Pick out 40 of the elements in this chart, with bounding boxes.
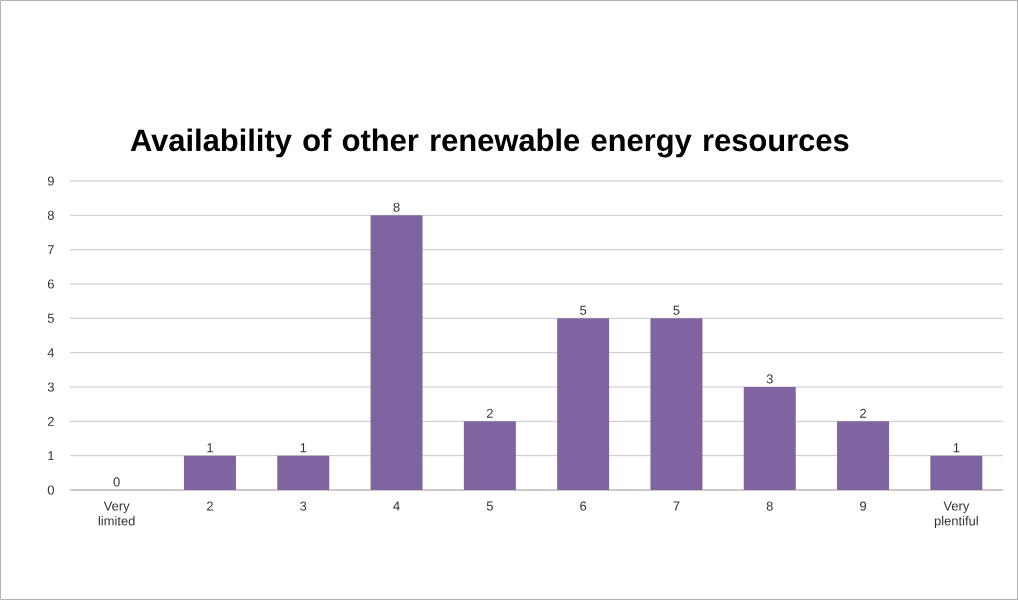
y-tick-label: 7	[47, 245, 54, 255]
data-label: 1	[300, 443, 307, 453]
bar	[557, 318, 610, 490]
bar	[650, 318, 703, 490]
x-tick-label: 4	[393, 501, 400, 511]
bar	[277, 455, 330, 490]
data-label: 5	[580, 305, 587, 315]
data-label: 2	[860, 408, 866, 418]
x-tick-label: Very limited	[98, 501, 135, 526]
y-tick-label: 6	[47, 279, 54, 289]
bar	[463, 421, 516, 490]
data-label: 5	[673, 305, 680, 315]
x-tick-label: Very plentiful	[934, 501, 978, 529]
y-tick-label: 9	[47, 176, 54, 186]
x-tick-label: 9	[860, 501, 867, 511]
bar	[370, 215, 423, 490]
x-tick-label: 2	[207, 501, 213, 511]
data-label: 3	[766, 374, 773, 384]
y-tick-label: 8	[47, 210, 54, 220]
data-label: 0	[113, 477, 120, 487]
x-tick-label: 6	[580, 501, 587, 511]
x-tick-label: 8	[766, 501, 773, 511]
y-tick-label: 1	[48, 451, 54, 461]
x-tick-label: 3	[300, 501, 307, 511]
y-tick-label: 2	[47, 416, 54, 426]
y-tick-label: 3	[47, 382, 54, 392]
y-tick-label: 4	[47, 348, 55, 358]
bar	[930, 455, 983, 490]
data-label: 1	[207, 443, 213, 453]
bar	[743, 387, 796, 490]
x-tick-label: 5	[486, 501, 493, 511]
x-tick-label: 7	[673, 501, 680, 511]
bar	[183, 455, 236, 490]
data-label: 1	[953, 443, 960, 453]
data-label: 8	[393, 202, 400, 212]
y-tick-label: 5	[47, 313, 54, 323]
y-tick-label: 0	[47, 485, 54, 495]
data-label: 2	[486, 408, 493, 418]
chart-title: Availability of other renewable energy resources	[130, 128, 849, 158]
bar	[837, 421, 890, 490]
